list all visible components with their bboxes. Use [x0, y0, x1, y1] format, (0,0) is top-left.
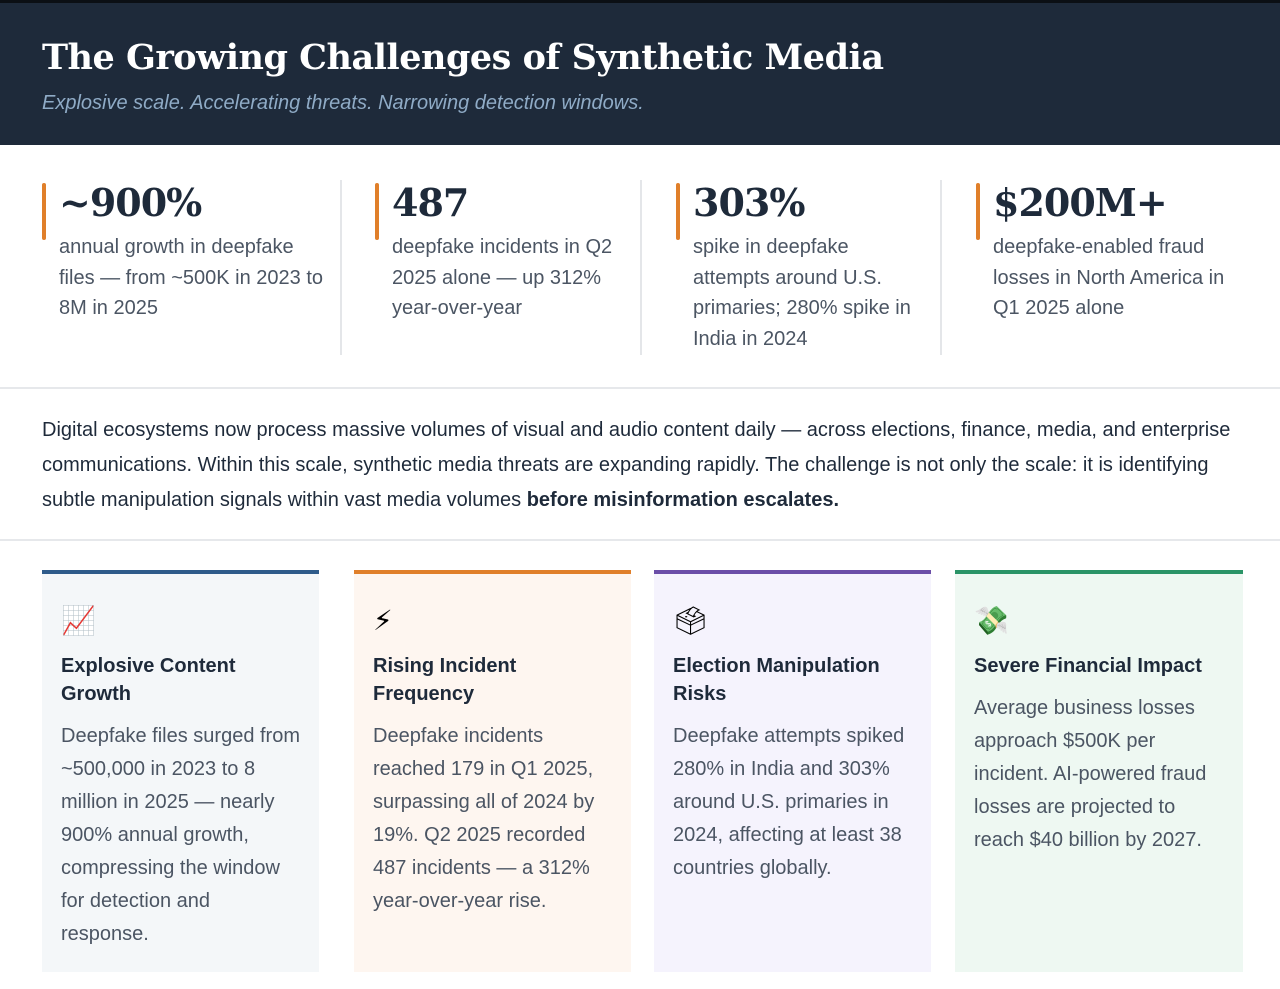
stat-description: spike in deepfake attempts around U.S. p… — [693, 236, 911, 350]
stat-item: ~900% annual growth in deepfake files — f… — [42, 180, 342, 355]
header: The Growing Challenges of Synthetic Medi… — [0, 0, 1280, 145]
challenge-card: 💸 Severe Financial Impact Average busine… — [955, 570, 1243, 972]
stat-value: $200M+ — [993, 180, 1168, 225]
card-title: Election Manipulation Risks — [673, 655, 880, 705]
challenge-card: 🗳 Election Manipulation Risks Deepfake a… — [654, 570, 931, 972]
page-subtitle: Explosive scale. Accelerating threats. N… — [42, 92, 644, 114]
stat-description: deepfake-enabled fraud losses in North A… — [993, 236, 1225, 319]
intro-paragraph: Digital ecosystems now process massive v… — [42, 413, 1252, 518]
card-title: Severe Financial Impact — [974, 655, 1202, 677]
stat-item: 303% spike in deepfake attempts around U.… — [676, 180, 942, 355]
stat-item: $200M+ deepfake-enabled fraud losses in N… — [976, 180, 1266, 355]
card-body: Average business losses approach $500K p… — [974, 697, 1207, 851]
lightning-icon: ⚡ — [373, 605, 393, 636]
stat-accent-bar — [375, 183, 379, 240]
stat-value: 303% — [693, 180, 805, 225]
stat-description: deepfake incidents in Q2 2025 alone — up… — [392, 236, 613, 319]
stat-value: ~900% — [59, 180, 202, 225]
stat-value: 487 — [392, 180, 469, 225]
challenge-card: ⚡ Rising Incident Frequency Deepfake inc… — [354, 570, 631, 972]
money-with-wings-icon: 💸 — [974, 605, 1009, 636]
section-divider — [0, 539, 1280, 541]
challenge-card: 📈 Explosive Content Growth Deepfake file… — [42, 570, 319, 972]
intro-text: Digital ecosystems now process massive v… — [42, 419, 1231, 511]
card-body: Deepfake files surged from ~500,000 in 2… — [61, 725, 301, 945]
ballot-box-icon: 🗳 — [673, 605, 709, 636]
stat-item: 487 deepfake incidents in Q2 2025 alone —… — [375, 180, 642, 355]
stat-accent-bar — [976, 183, 980, 240]
stat-accent-bar — [676, 183, 680, 240]
card-body: Deepfake attempts spiked 280% in India a… — [673, 725, 905, 879]
page-title: The Growing Challenges of Synthetic Medi… — [42, 37, 884, 78]
intro-emphasis: before misinformation escalates. — [526, 489, 840, 511]
stats-row: ~900% annual growth in deepfake files — f… — [0, 145, 1280, 389]
card-body: Deepfake incidents reached 179 in Q1 202… — [373, 725, 595, 912]
chart-increasing-icon: 📈 — [61, 605, 96, 636]
card-title: Rising Incident Frequency — [373, 655, 517, 705]
stat-description: annual growth in deepfake files — from ~… — [59, 236, 324, 319]
card-title: Explosive Content Growth — [61, 655, 236, 705]
stat-accent-bar — [42, 183, 46, 240]
